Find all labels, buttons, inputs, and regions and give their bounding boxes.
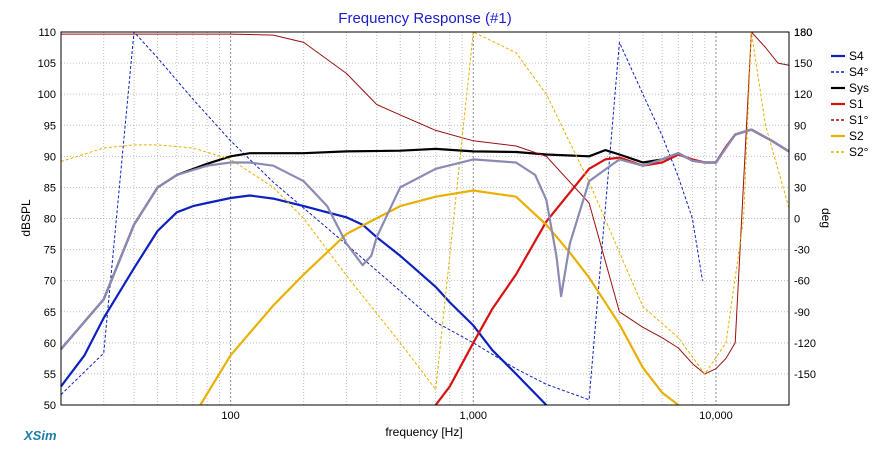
- series-layer: [60, 31, 790, 406]
- legend-label: S4: [849, 49, 864, 63]
- y-tick-label: 80: [44, 214, 56, 226]
- y2-tick-label: 180: [794, 27, 812, 39]
- series-line-system-alt: [60, 128, 790, 350]
- y-tick-label: 90: [44, 151, 56, 163]
- y-axis-label: dBSPL: [19, 199, 33, 237]
- y2-tick-label: 180: [794, 27, 812, 39]
- y2-axis-label: deg: [819, 208, 833, 228]
- legend-label: S4°: [849, 65, 869, 79]
- y2-tick-label: -120: [794, 338, 816, 350]
- y2-tick-label: 90: [794, 120, 806, 132]
- y-tick-label: 70: [44, 276, 56, 288]
- series-line-s4-phase: [60, 31, 703, 401]
- x-tick-label: 10,000: [699, 410, 733, 422]
- x-tick-label: 1,000: [460, 410, 488, 422]
- y-tick-label: 105: [38, 58, 56, 70]
- y-tick-label: 85: [44, 182, 56, 194]
- y-tick-label: 60: [44, 338, 56, 350]
- chart-title: Frequency Response (#1): [338, 10, 511, 27]
- y-tick-label: 95: [44, 120, 56, 132]
- y2-tick-label: 60: [794, 151, 806, 163]
- y2-tick-label: 150: [794, 58, 812, 70]
- tick-labels: 50 55 60 65 70 75 80 85 90 95 100 105 110 -150 -120 -90…: [38, 27, 816, 422]
- y2-tick-label: 120: [794, 89, 812, 101]
- legend-label: S1°: [849, 113, 869, 127]
- y-tick-label: 55: [44, 369, 56, 381]
- y2-tick-label: 30: [794, 182, 806, 194]
- series-line-s2: [199, 189, 680, 406]
- legend-label: S2: [849, 129, 864, 143]
- x-tick-label: 100: [221, 410, 239, 422]
- y-tick-label: 110: [38, 27, 56, 39]
- plot-frame: [60, 31, 790, 406]
- series-line-s2-phase: [60, 31, 790, 390]
- legend-label: S2°: [849, 145, 869, 159]
- y2-tick-label: -90: [794, 307, 810, 319]
- y2-tick-label: 0: [794, 214, 800, 226]
- y-tick-label: 65: [44, 307, 56, 319]
- y-tick-label: 50: [44, 400, 56, 412]
- y-tick-label: 75: [44, 245, 56, 257]
- legend-label: S1: [849, 97, 864, 111]
- legend-label: Sys: [849, 81, 869, 95]
- x-axis-label: frequency [Hz]: [385, 425, 462, 439]
- legend: S4 S4° Sys S1 S1° S2 S2°: [831, 49, 869, 159]
- brand-logo: XSim: [23, 428, 57, 443]
- series-line-s1-phase: [61, 31, 790, 375]
- y2-tick-label: -150: [794, 369, 816, 381]
- y-tick-label: 100: [38, 89, 56, 101]
- series-line-s4: [60, 194, 548, 406]
- y2-tick-label: -30: [794, 245, 810, 257]
- y2-tick-label: -60: [794, 276, 810, 288]
- plot-border: [60, 31, 790, 406]
